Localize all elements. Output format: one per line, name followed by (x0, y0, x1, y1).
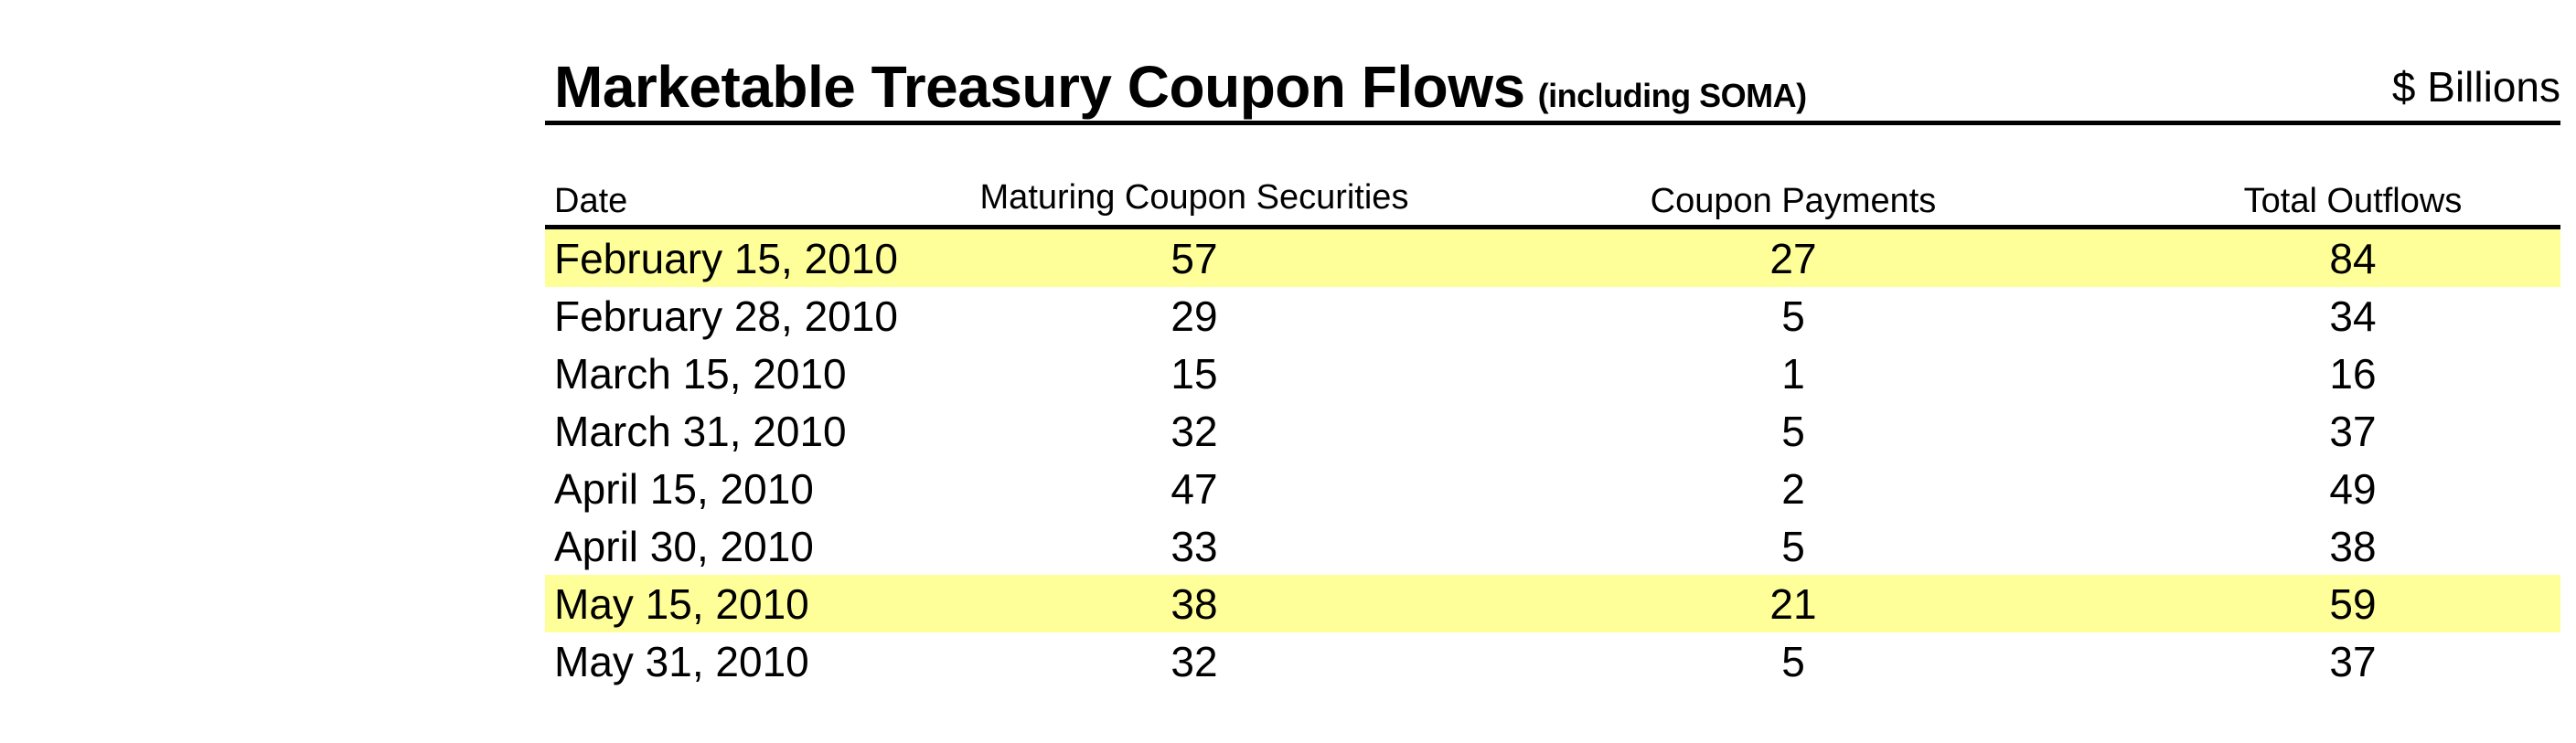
cell-maturing: 29 (1170, 292, 1218, 340)
cell-total-outflows: 49 (2329, 464, 2377, 513)
table-header-row: Date Maturing Coupon Securities Coupon P… (545, 167, 2560, 229)
cell-date: February 15, 2010 (545, 227, 947, 287)
cell-coupon-payments: 1 (1781, 349, 1805, 398)
table-row: April 30, 2010 33 5 38 (545, 517, 2560, 575)
document: Marketable Treasury Coupon Flows (includi… (545, 46, 2560, 685)
cell-date: May 31, 2010 (554, 637, 809, 685)
table-row: April 15, 2010 47 2 49 (545, 460, 2560, 517)
cell-coupon-payments: 5 (1781, 292, 1805, 340)
table-row: March 15, 2010 15 1 16 (545, 345, 2560, 402)
table-row: February 28, 2010 29 5 34 (545, 287, 2560, 345)
cell-coupon-payments: 5 (1781, 637, 1805, 685)
cell-coupon-payments: 5 (1781, 522, 1805, 570)
cell-maturing: 57 (947, 227, 1441, 287)
title-text: Marketable Treasury Coupon Flows (554, 54, 1525, 120)
coupon-flows-table: Date Maturing Coupon Securities Coupon P… (545, 167, 2560, 691)
cell-maturing: 47 (1170, 464, 1218, 513)
column-header-maturing: Maturing Coupon Securities (947, 167, 1441, 226)
cell-date: April 30, 2010 (554, 522, 814, 570)
table-row: March 31, 2010 32 5 37 (545, 402, 2560, 460)
cell-maturing: 32 (1170, 637, 1218, 685)
table-row: May 31, 2010 32 5 37 (545, 632, 2560, 690)
cell-total-outflows: 84 (2145, 227, 2560, 287)
cell-maturing: 38 (947, 575, 1441, 632)
table-row: May 15, 2010 38 21 59 (545, 575, 2560, 632)
cell-coupon-payments: 5 (1781, 407, 1805, 455)
table-row: February 15, 2010 57 27 84 (545, 227, 2560, 287)
column-header-date: Date (545, 171, 947, 229)
cell-coupon-payments: 21 (1441, 575, 2145, 632)
cell-date: April 15, 2010 (554, 464, 814, 513)
title-row: Marketable Treasury Coupon Flows (includi… (545, 46, 2560, 125)
cell-date: March 15, 2010 (554, 349, 847, 398)
cell-maturing: 32 (1170, 407, 1218, 455)
page-subtitle: (including SOMA) (1537, 77, 1807, 114)
cell-total-outflows: 38 (2329, 522, 2377, 570)
column-header-coupon-payments: Coupon Payments (1441, 171, 2145, 229)
cell-total-outflows: 34 (2329, 292, 2377, 340)
units-label: $ Billions (2391, 63, 2560, 111)
cell-date: March 31, 2010 (554, 407, 847, 455)
cell-total-outflows: 37 (2329, 637, 2377, 685)
cell-maturing: 15 (1170, 349, 1218, 398)
cell-date: May 15, 2010 (545, 575, 947, 632)
table-body: February 15, 2010 57 27 84 February 28, … (545, 227, 2560, 691)
cell-total-outflows: 16 (2329, 349, 2377, 398)
page-title: Marketable Treasury Coupon Flows (includi… (554, 53, 1807, 121)
column-header-total-outflows: Total Outflows (2145, 171, 2560, 229)
cell-coupon-payments: 27 (1441, 227, 2145, 287)
cell-total-outflows: 59 (2145, 575, 2560, 632)
cell-total-outflows: 37 (2329, 407, 2377, 455)
cell-maturing: 33 (1170, 522, 1218, 570)
cell-coupon-payments: 2 (1781, 464, 1805, 513)
cell-date: February 28, 2010 (554, 292, 898, 340)
